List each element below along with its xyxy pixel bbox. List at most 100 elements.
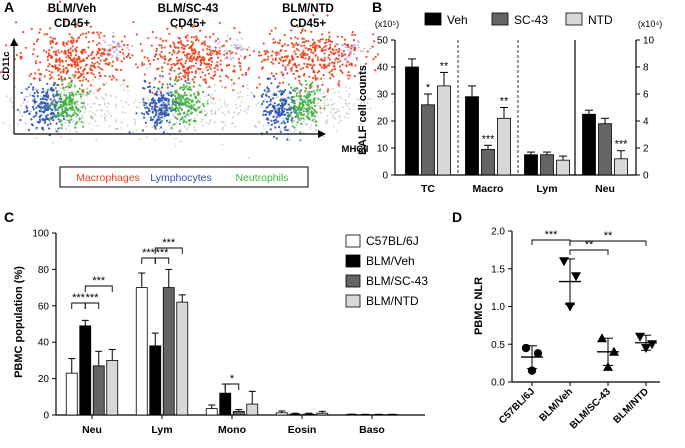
macrophage-point bbox=[47, 9, 50, 12]
neutrophil-point bbox=[310, 90, 313, 93]
macrophage-point bbox=[107, 63, 110, 66]
other-cell-point bbox=[114, 96, 117, 99]
purple-point bbox=[107, 44, 110, 47]
other-cell-point bbox=[58, 89, 60, 92]
neutrophil-point bbox=[304, 79, 307, 82]
other-cell-point bbox=[35, 137, 38, 140]
other-cell-point bbox=[210, 119, 212, 121]
macrophage-point bbox=[85, 36, 88, 39]
other-cell-point bbox=[333, 125, 335, 128]
right-axis-unit: (x10⁴) bbox=[638, 19, 662, 29]
neutrophil-point bbox=[313, 104, 316, 107]
other-cell-point bbox=[96, 125, 99, 127]
macrophage-point bbox=[314, 54, 317, 57]
plot-subtitle: CD45+ bbox=[54, 18, 90, 30]
significance-bracket bbox=[569, 249, 609, 255]
macrophage-point bbox=[180, 63, 183, 66]
lymphocyte-point bbox=[27, 128, 30, 132]
other-cell-point bbox=[180, 140, 182, 143]
lymphocyte-point bbox=[153, 105, 157, 108]
other-cell-point bbox=[344, 99, 347, 102]
macrophage-point bbox=[0, 71, 2, 74]
other-cell-point bbox=[326, 98, 329, 101]
macrophage-point bbox=[95, 43, 99, 46]
lymphocyte-point bbox=[42, 90, 45, 93]
other-cell-point bbox=[21, 115, 24, 117]
macrophage-point bbox=[296, 55, 299, 59]
purple-point bbox=[352, 44, 355, 47]
neutrophil-point bbox=[162, 107, 165, 110]
neutrophil-point bbox=[185, 104, 188, 107]
macrophage-point bbox=[168, 32, 171, 36]
neutrophil-point bbox=[69, 100, 72, 103]
other-cell-point bbox=[200, 85, 202, 88]
purple-point bbox=[118, 50, 121, 53]
other-cell-point bbox=[264, 98, 267, 101]
lymphocyte-point bbox=[153, 86, 156, 89]
macrophage-point bbox=[90, 84, 93, 87]
macrophage-point bbox=[160, 50, 163, 54]
macrophage-point bbox=[155, 47, 158, 51]
lymphocyte-point bbox=[39, 98, 42, 101]
lymphocyte-point bbox=[37, 104, 40, 107]
lymphocyte-point bbox=[267, 95, 270, 98]
purple-point bbox=[109, 47, 112, 50]
other-cell-point bbox=[83, 111, 86, 113]
other-cell-point bbox=[237, 92, 240, 95]
lymphocyte-point bbox=[32, 115, 35, 118]
other-cell-point bbox=[120, 100, 123, 102]
macrophage-point bbox=[115, 56, 118, 60]
macrophage-point bbox=[275, 53, 278, 57]
lymphocyte-point bbox=[284, 128, 287, 132]
neutrophil-point bbox=[289, 97, 292, 100]
neutrophil-point bbox=[70, 93, 73, 96]
macrophage-point bbox=[174, 64, 177, 67]
bar bbox=[205, 408, 218, 416]
macrophage-point bbox=[298, 79, 301, 82]
lymphocyte-point bbox=[266, 117, 269, 120]
macrophage-point bbox=[54, 66, 57, 69]
lymphocyte-point bbox=[253, 95, 256, 98]
other-cell-point bbox=[219, 98, 222, 101]
macrophage-point bbox=[193, 81, 196, 84]
lymphocyte-point bbox=[274, 126, 277, 129]
macrophage-point bbox=[180, 43, 183, 46]
lymphocyte-point bbox=[265, 131, 268, 134]
macrophage-point bbox=[63, 78, 66, 81]
lymphocyte-point bbox=[263, 110, 266, 113]
neutrophil-point bbox=[187, 105, 190, 108]
macrophage-point bbox=[90, 71, 93, 74]
other-cell-point bbox=[302, 121, 305, 123]
y-tick-label: 2.0 bbox=[491, 227, 505, 238]
neutrophil-point bbox=[68, 121, 71, 124]
neutrophil-point bbox=[290, 86, 293, 89]
purple-point bbox=[106, 52, 108, 55]
legend-label: C57BL/6J bbox=[366, 234, 419, 248]
neutrophil-point bbox=[60, 123, 64, 127]
macrophage-point bbox=[81, 79, 84, 82]
macrophage-point bbox=[166, 86, 169, 89]
neutrophil-point bbox=[60, 97, 63, 100]
other-cell-point bbox=[104, 115, 107, 118]
macrophage-point bbox=[329, 46, 332, 49]
macrophage-point bbox=[48, 70, 51, 73]
macrophage-point bbox=[43, 33, 46, 36]
macrophage-point bbox=[314, 77, 317, 80]
neutrophil-point bbox=[313, 92, 316, 95]
other-cell-point bbox=[94, 120, 97, 123]
lymphocyte-point bbox=[55, 122, 58, 125]
macrophage-point bbox=[116, 68, 119, 71]
macrophage-point bbox=[321, 83, 324, 87]
macrophage-point bbox=[55, 60, 58, 63]
macrophage-point bbox=[289, 37, 293, 40]
macrophage-point bbox=[323, 46, 326, 49]
macrophage-point bbox=[49, 73, 52, 76]
macrophage-point bbox=[233, 82, 236, 85]
macrophage-point bbox=[127, 52, 130, 55]
other-cell-point bbox=[120, 84, 123, 87]
macrophage-point bbox=[180, 40, 183, 43]
lymphocyte-point bbox=[39, 102, 42, 105]
macrophage-point bbox=[58, 51, 61, 54]
other-cell-point bbox=[231, 84, 233, 87]
macrophage-point bbox=[50, 56, 53, 59]
